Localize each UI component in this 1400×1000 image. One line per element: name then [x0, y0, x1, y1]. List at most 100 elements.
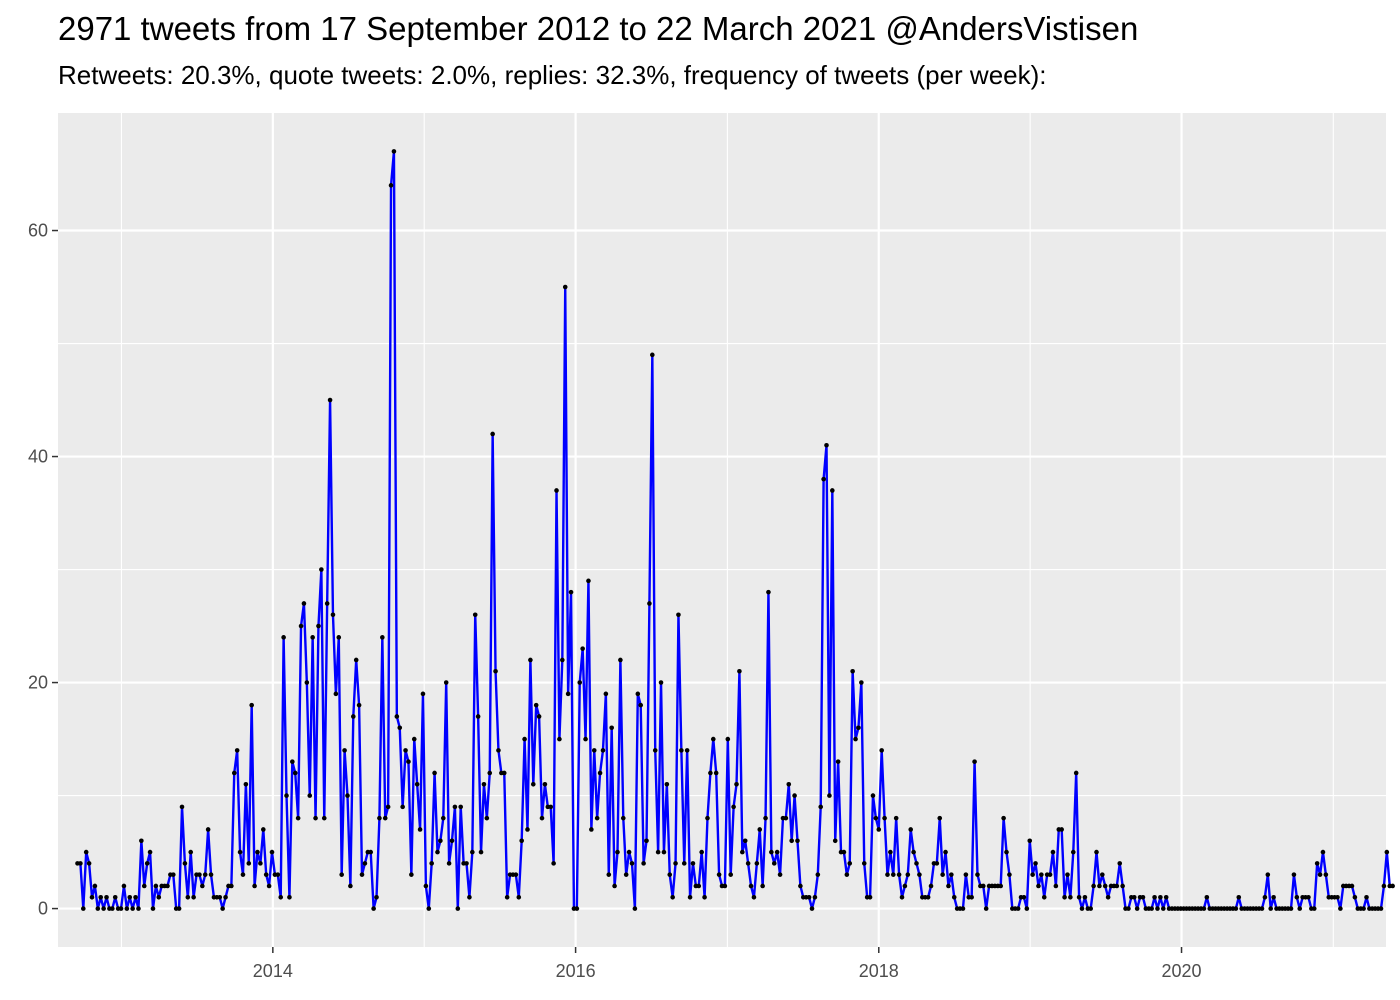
- data-point: [278, 894, 284, 900]
- data-point: [777, 872, 783, 877]
- data-point: [1021, 894, 1027, 900]
- data-point: [577, 680, 583, 685]
- data-point: [345, 793, 350, 798]
- data-point: [896, 872, 902, 877]
- data-point: [420, 691, 426, 697]
- data-point: [1364, 894, 1369, 900]
- data-point: [731, 804, 736, 810]
- data-point: [382, 815, 388, 821]
- data-point: [1097, 883, 1102, 889]
- data-point: [144, 861, 150, 866]
- data-point: [1082, 894, 1088, 900]
- data-point: [353, 657, 359, 663]
- data-point: [612, 883, 617, 889]
- data-point: [501, 770, 507, 776]
- data-point: [740, 849, 745, 855]
- data-point: [319, 567, 324, 572]
- data-point: [1271, 894, 1276, 900]
- data-point: [940, 872, 945, 877]
- data-point: [914, 861, 919, 866]
- data-point: [92, 883, 98, 889]
- data-point: [734, 781, 739, 787]
- data-point: [478, 849, 484, 855]
- data-point: [687, 894, 693, 900]
- data-point: [1294, 894, 1300, 900]
- data-point: [1236, 894, 1242, 900]
- data-point: [847, 861, 853, 866]
- data-point: [310, 635, 315, 640]
- data-point: [583, 736, 588, 742]
- data-point: [557, 736, 562, 742]
- data-point: [809, 906, 815, 911]
- data-point: [368, 849, 374, 855]
- data-point: [1030, 872, 1035, 877]
- data-point: [89, 894, 95, 900]
- data-point: [824, 442, 829, 448]
- data-point: [943, 849, 948, 855]
- data-point: [763, 815, 768, 821]
- data-point: [223, 894, 228, 900]
- data-point: [536, 714, 542, 719]
- data-point: [580, 646, 585, 651]
- data-point: [664, 781, 670, 787]
- data-point: [321, 815, 327, 821]
- data-point: [101, 906, 106, 911]
- data-point: [1091, 883, 1096, 889]
- data-point: [1149, 906, 1154, 911]
- data-point: [490, 431, 495, 437]
- data-point: [1024, 906, 1030, 911]
- data-point: [542, 781, 548, 787]
- data-point: [440, 815, 446, 821]
- data-point: [908, 827, 914, 832]
- data-point: [548, 804, 554, 810]
- data-point: [620, 815, 626, 821]
- data-point: [597, 770, 603, 776]
- data-point: [934, 861, 940, 866]
- data-point: [696, 883, 702, 889]
- data-point: [275, 872, 281, 877]
- data-point: [455, 906, 461, 911]
- data-point: [176, 906, 182, 911]
- data-point: [757, 827, 763, 832]
- data-point: [899, 894, 905, 900]
- data-point: [1102, 883, 1108, 889]
- data-point: [647, 601, 652, 606]
- data-point: [513, 872, 519, 877]
- data-point: [681, 861, 687, 866]
- data-point: [406, 759, 411, 764]
- data-point: [1126, 906, 1131, 911]
- data-point: [589, 827, 594, 832]
- data-point: [104, 894, 109, 900]
- data-point: [1297, 906, 1303, 911]
- data-point: [963, 872, 969, 877]
- data-point: [388, 183, 394, 188]
- data-point: [197, 872, 202, 877]
- data-point: [397, 725, 403, 731]
- data-point: [263, 872, 269, 877]
- data-point: [867, 894, 873, 900]
- data-point: [292, 770, 298, 776]
- data-point: [1065, 872, 1070, 877]
- data-point: [754, 861, 760, 866]
- data-point: [133, 894, 138, 900]
- data-point: [83, 849, 89, 855]
- data-point: [522, 736, 527, 742]
- data-point: [928, 883, 934, 889]
- data-point: [1105, 894, 1111, 900]
- data-point: [171, 872, 176, 877]
- data-point: [1233, 906, 1239, 911]
- data-point: [435, 849, 440, 855]
- data-point: [650, 352, 655, 358]
- data-point: [853, 736, 858, 742]
- data-point: [949, 872, 954, 877]
- data-point: [1291, 872, 1297, 877]
- data-point: [1204, 894, 1210, 900]
- data-point: [301, 601, 307, 606]
- data-point: [856, 725, 861, 731]
- data-point: [725, 736, 731, 742]
- data-point: [879, 748, 884, 753]
- data-point: [1314, 861, 1320, 866]
- y-tick-label: 0: [38, 899, 48, 919]
- data-point: [504, 894, 510, 900]
- data-point: [1140, 894, 1146, 900]
